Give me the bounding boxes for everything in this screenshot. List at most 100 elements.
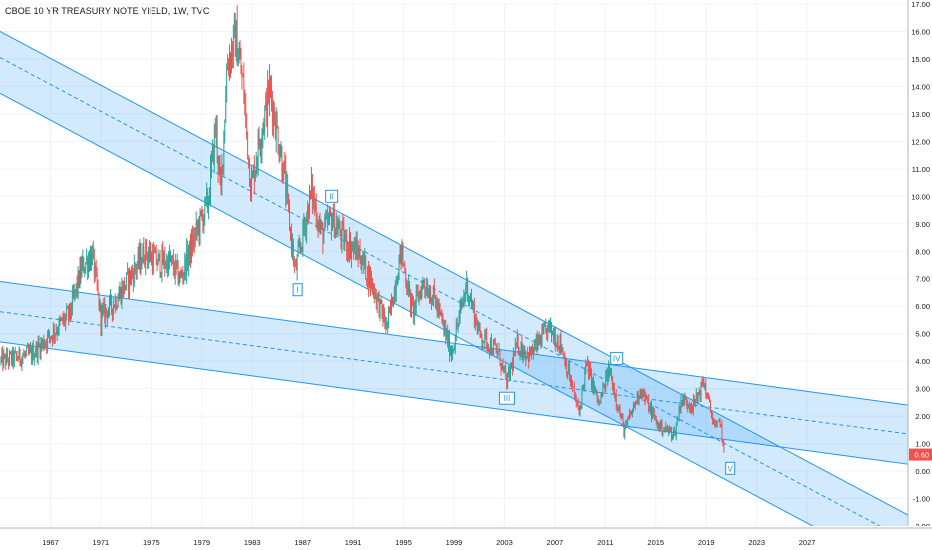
candle-body — [708, 394, 709, 398]
candle-body — [398, 258, 400, 280]
candle-body — [305, 225, 307, 233]
candle-body — [560, 335, 562, 349]
candle-body — [33, 356, 35, 360]
candle-body — [600, 394, 602, 402]
candle-body — [224, 121, 226, 132]
wave-label-box[interactable] — [610, 351, 624, 365]
candle-body — [546, 328, 548, 338]
candle-body — [570, 380, 571, 383]
channel-lower-line[interactable] — [0, 92, 908, 550]
candle-body — [152, 250, 154, 270]
candle-body — [544, 324, 546, 327]
candle-body — [673, 431, 674, 437]
wave-label-box[interactable] — [325, 189, 339, 203]
candle-body — [457, 323, 459, 327]
candle-body — [466, 277, 468, 292]
candle-body — [207, 192, 208, 209]
candle-body — [352, 245, 353, 249]
candle-body — [55, 331, 57, 334]
candle-body — [619, 407, 621, 417]
candle-body — [177, 261, 179, 284]
candle-body — [155, 248, 157, 265]
candle-body — [577, 402, 579, 409]
candle-body — [657, 421, 659, 430]
candle-body — [509, 368, 510, 377]
candle-body — [443, 322, 445, 330]
candle-body — [386, 321, 388, 329]
candle-body — [154, 248, 156, 254]
candle-body — [381, 300, 383, 311]
candle-body — [362, 254, 364, 265]
candle-body — [218, 166, 220, 170]
x-tick-label: 2019 — [698, 538, 715, 547]
candle-body — [230, 56, 231, 68]
wave-label-box[interactable] — [725, 461, 736, 475]
candle-body — [110, 296, 111, 299]
candle-body — [674, 430, 676, 436]
candle-body — [366, 279, 368, 282]
candle-body — [86, 258, 88, 263]
channel-lower-line[interactable] — [0, 341, 909, 465]
candle-body — [435, 301, 437, 311]
candle-body — [111, 296, 112, 309]
candle-body — [10, 352, 11, 354]
candle-body — [485, 331, 487, 334]
y-tick-label: 1.00 — [915, 440, 930, 449]
channel-upper-line[interactable] — [0, 280, 909, 406]
candle-body — [407, 288, 409, 295]
candle-body — [364, 255, 366, 265]
candle-body — [446, 331, 448, 339]
candle-body — [380, 299, 382, 301]
candle-body — [369, 270, 370, 288]
candle-body — [130, 271, 131, 282]
candle-body — [598, 402, 600, 404]
candle-body — [82, 258, 84, 264]
candle-body — [576, 402, 578, 403]
candle-body — [290, 230, 291, 231]
candle-body — [395, 284, 397, 295]
wave-label-box[interactable] — [498, 391, 515, 405]
candle-body — [332, 223, 333, 231]
channel-upper-line[interactable] — [0, 31, 909, 516]
candle-body — [644, 393, 646, 400]
candle-body — [186, 247, 188, 276]
candle-body — [660, 421, 662, 430]
wave-label-box[interactable] — [292, 283, 303, 297]
candle-body — [539, 340, 541, 343]
candle-body — [550, 322, 551, 328]
candle-body — [459, 307, 461, 316]
candle-body — [716, 421, 718, 427]
wave-label: II — [329, 192, 333, 201]
candle-body — [89, 258, 90, 268]
candle-body — [484, 331, 486, 342]
candle-body — [38, 341, 40, 346]
candle-body — [471, 297, 472, 307]
channel-mid-line[interactable] — [0, 57, 909, 542]
candle-body — [358, 249, 360, 259]
candle-body — [78, 271, 80, 286]
candle-body — [112, 305, 114, 315]
candle-body — [450, 352, 451, 356]
candle-body — [433, 286, 435, 296]
last-value-badge — [909, 448, 932, 461]
candle-body — [264, 107, 266, 130]
candle-body — [628, 418, 629, 420]
candle-body — [179, 273, 181, 281]
candle-body — [679, 406, 681, 412]
candle-body — [594, 386, 596, 393]
candle-body — [67, 308, 68, 309]
candle-body — [646, 395, 648, 399]
candle-body — [590, 367, 591, 372]
candle-body — [287, 183, 288, 195]
candle-body — [684, 398, 686, 406]
channel-mid-line[interactable] — [0, 311, 909, 435]
candle-body — [31, 349, 32, 360]
candle-body — [254, 170, 256, 182]
candle-body — [426, 286, 428, 293]
candle-body — [1, 352, 3, 359]
wave-label: V — [728, 464, 734, 473]
x-tick-label: 1991 — [345, 538, 362, 547]
candle-body — [591, 371, 592, 388]
candle-body — [659, 423, 661, 430]
